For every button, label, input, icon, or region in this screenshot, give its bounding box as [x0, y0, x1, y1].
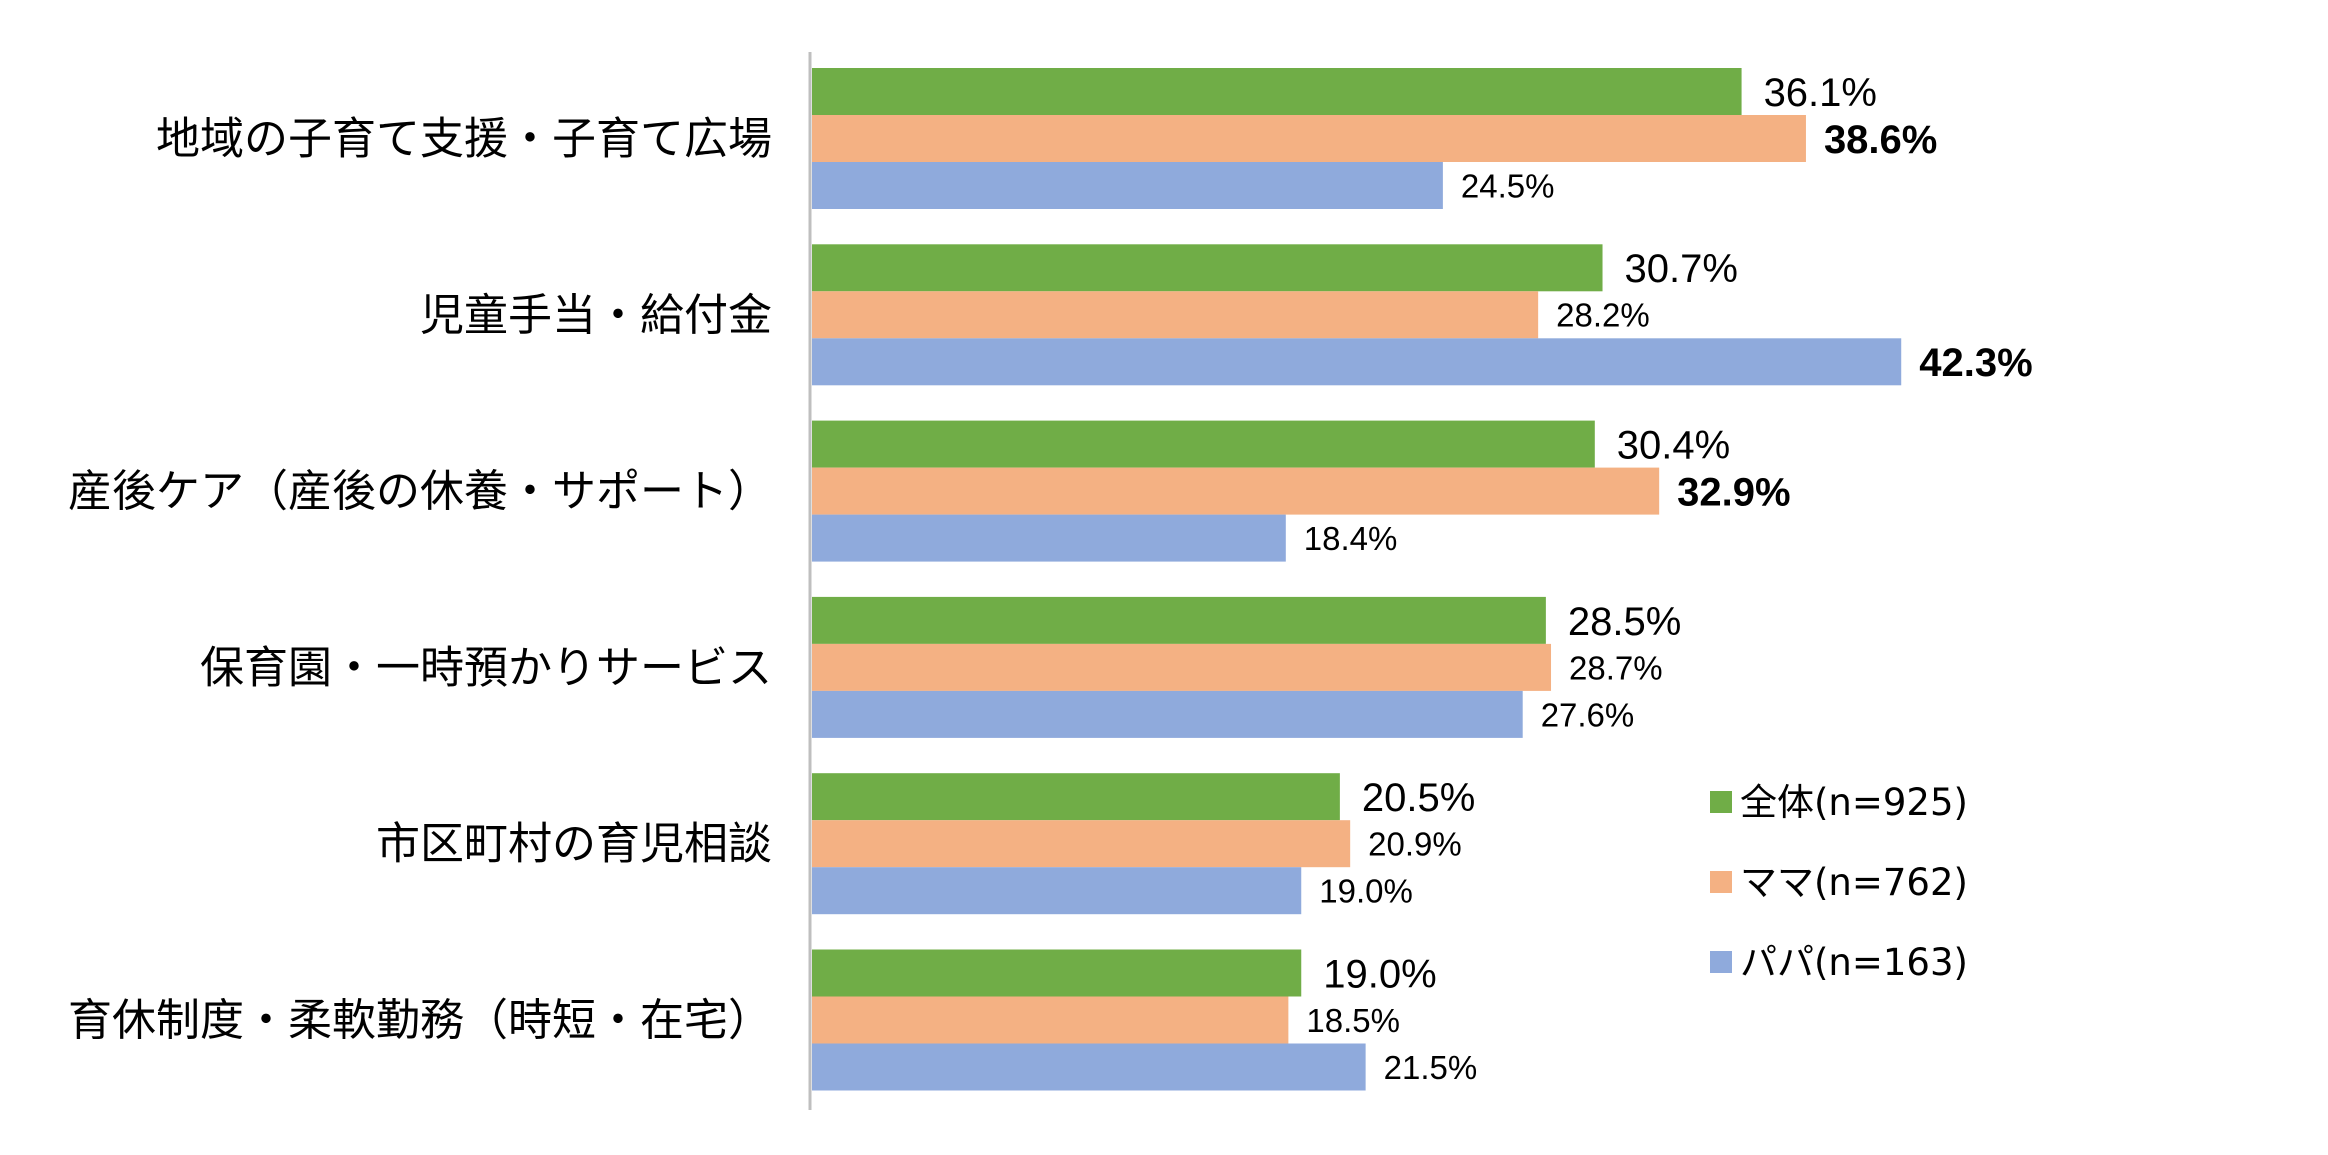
legend: 全体(n=925) ママ(n=762) パパ(n=163)	[1710, 781, 1968, 984]
bar-mama	[812, 291, 1539, 339]
bar-mama	[812, 643, 1552, 691]
legend-swatch	[1710, 951, 1732, 973]
legend-label: パパ(n=163)	[1740, 941, 1968, 984]
legend-label: ママ(n=762)	[1740, 861, 1968, 904]
bar-mama	[812, 115, 1806, 162]
category-label: 児童手当・給付金	[420, 290, 772, 341]
bar-mama	[812, 467, 1660, 515]
data-label: 19.0%	[1319, 873, 1413, 910]
data-label: 18.4%	[1304, 520, 1398, 557]
bar-total	[812, 244, 1603, 292]
category-label: 市区町村の育児相談	[376, 819, 772, 870]
data-label: 18.5%	[1306, 1002, 1400, 1039]
bar-total	[812, 68, 1742, 115]
data-label: 38.6%	[1824, 118, 1937, 162]
bar-total	[812, 949, 1302, 997]
bar-papa	[812, 514, 1286, 562]
bar-papa	[812, 162, 1443, 209]
data-label: 28.5%	[1568, 600, 1681, 644]
bar-papa	[812, 1043, 1366, 1091]
category-label: 地域の子育て支援・子育て広場	[156, 114, 772, 165]
data-label: 27.6%	[1541, 696, 1635, 733]
data-label: 28.7%	[1569, 649, 1663, 686]
data-label: 32.9%	[1677, 471, 1790, 515]
legend-label: 全体(n=925)	[1740, 781, 1968, 824]
bars-layer	[812, 68, 1902, 1091]
data-label: 20.9%	[1368, 826, 1462, 863]
bar-mama	[812, 996, 1289, 1044]
category-label: 産後ケア（産後の休養・サポート）	[68, 466, 772, 517]
legend-swatch	[1710, 871, 1732, 893]
data-label: 24.5%	[1461, 167, 1555, 204]
bar-total	[812, 420, 1595, 468]
data-label: 21.5%	[1384, 1049, 1478, 1086]
bar-papa	[812, 338, 1902, 386]
data-label: 42.3%	[1919, 341, 2032, 385]
data-label: 20.5%	[1362, 776, 1475, 820]
bar-mama	[812, 820, 1351, 868]
bar-papa	[812, 867, 1302, 915]
data-label: 30.7%	[1625, 247, 1738, 291]
category-label: 育休制度・柔軟勤務（時短・在宅）	[68, 995, 772, 1046]
data-label: 28.2%	[1556, 297, 1650, 334]
bar-papa	[812, 690, 1523, 738]
data-label: 36.1%	[1764, 71, 1877, 115]
data-label: 19.0%	[1323, 952, 1436, 996]
legend-swatch	[1710, 791, 1732, 813]
bar-total	[812, 596, 1546, 644]
category-label: 保育園・一時預かりサービス	[200, 642, 772, 693]
data-label: 30.4%	[1617, 424, 1730, 468]
labels-layer: 地域の子育て支援・子育て広場 36.1%38.6% 24.5% 児童手当・給付金 30.…	[68, 71, 2033, 1086]
bar-total	[812, 773, 1340, 821]
